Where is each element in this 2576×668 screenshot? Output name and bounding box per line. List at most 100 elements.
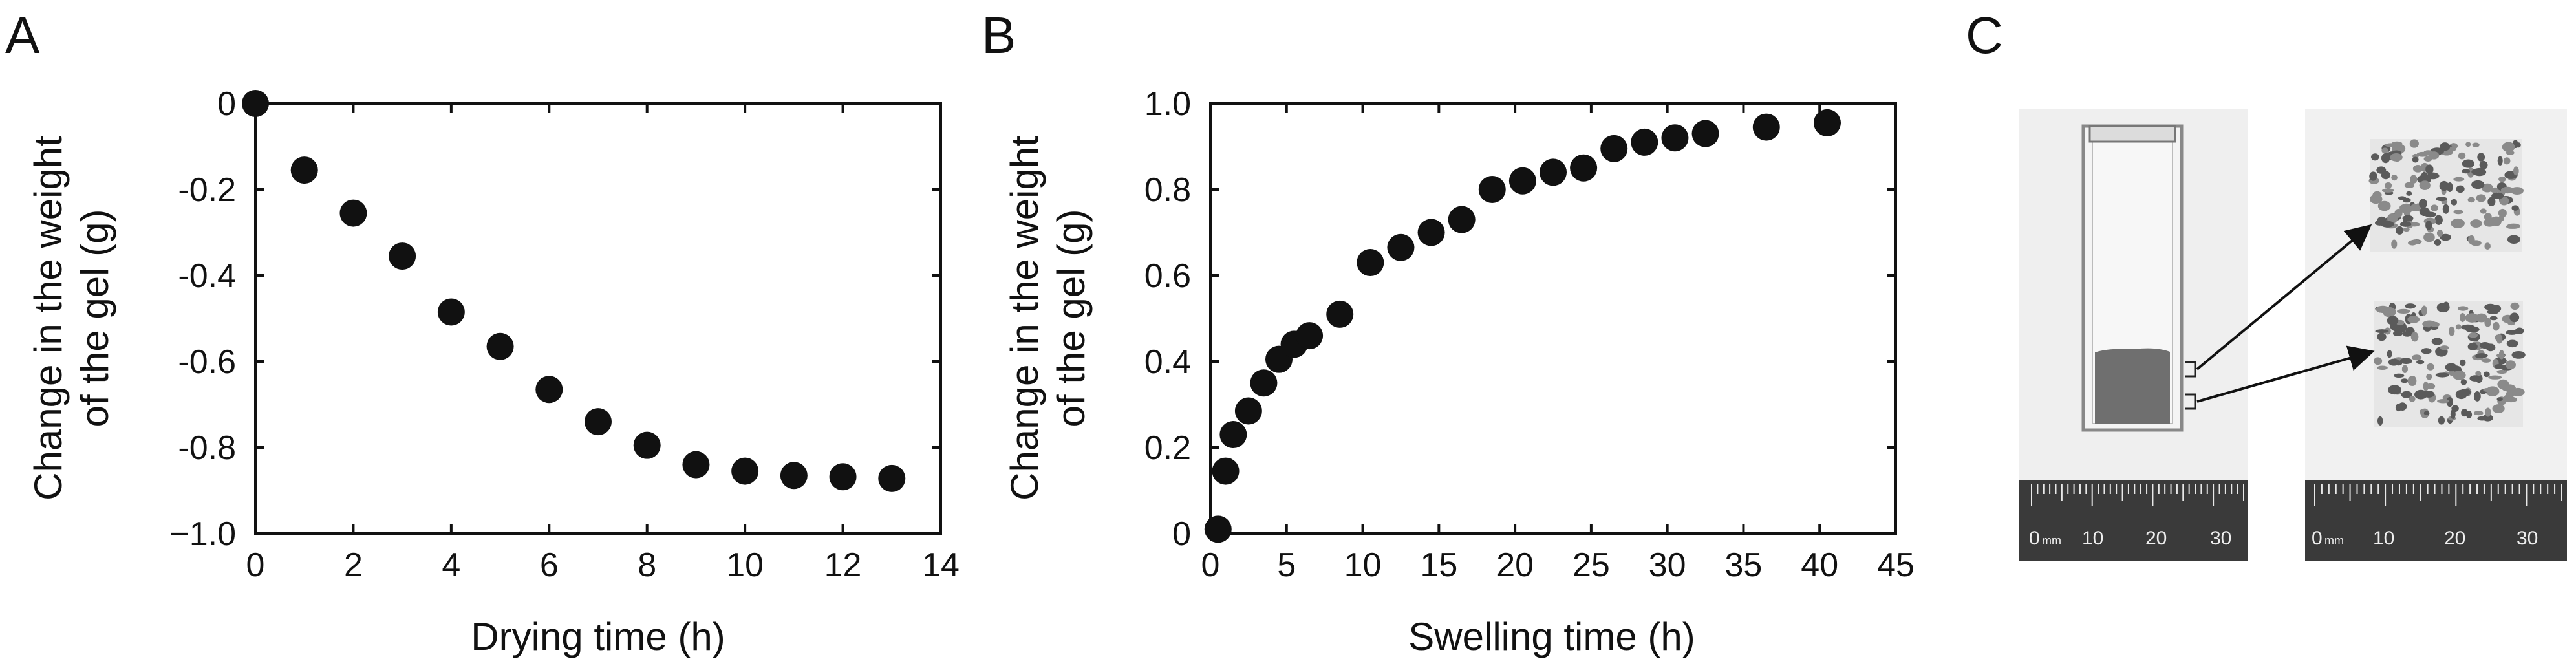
gel-particle [2499, 196, 2509, 206]
gel-particle [2431, 338, 2443, 345]
gel-closeup-photo: 0 mm 10 20 30 [2305, 109, 2567, 561]
gel-particle [2451, 199, 2458, 206]
gel-particle [2511, 387, 2525, 396]
chart-a-x-tick-label: 0 [246, 546, 265, 584]
gel-particle [2399, 358, 2412, 364]
gel-particle [2477, 153, 2485, 162]
gel-particle [2425, 164, 2434, 175]
gel-particle [2369, 171, 2377, 181]
gel-particle [2409, 396, 2416, 402]
gel-particle [2471, 180, 2485, 189]
gel-particle [2505, 360, 2516, 370]
chart-b-data-point [1661, 124, 1689, 152]
chart-b-data-point [1508, 167, 1536, 195]
gel-particle [2398, 402, 2407, 411]
gel-particle [2423, 411, 2430, 415]
gel-particle [2460, 388, 2471, 396]
chart-a-data-point [780, 462, 808, 490]
gel-particle [2494, 363, 2504, 369]
gel-particle [2388, 358, 2400, 366]
gel-particle [2385, 143, 2398, 147]
gel-particle [2469, 375, 2481, 382]
gel-particle [2471, 168, 2486, 176]
chart-b-x-tick-label: 20 [1496, 546, 1534, 584]
gel-particle [2511, 350, 2526, 359]
gel-particle [2442, 301, 2450, 311]
gel-particle [2381, 188, 2394, 193]
gel-particle [2377, 332, 2387, 341]
gel-particle [2453, 177, 2465, 182]
chart-b-x-tick-label: 15 [1420, 546, 1457, 584]
chart-b-y-axis-title-line2: of the gel (g) [1049, 210, 1093, 427]
left-ruler-label-30: 30 [2210, 528, 2231, 549]
gel-particle [2449, 326, 2455, 336]
chart-a: 0 2 4 6 8 10 12 14 0 -0.2 -0.4 -0.6 -0.8 −1.0 Drying … [27, 85, 960, 658]
gel-particle [2434, 239, 2442, 246]
gel-particle [2410, 175, 2418, 184]
left-ruler-label-20: 20 [2145, 528, 2167, 549]
gel-particle [2506, 223, 2520, 229]
gel-particle [2412, 354, 2422, 361]
chart-b-x-tick-label: 30 [1649, 546, 1686, 584]
gel-particle [2477, 416, 2487, 421]
gel-particle [2419, 180, 2431, 190]
panel-label-c: C [1966, 6, 2003, 64]
cuvette-photo: 0 mm 10 20 30 [2019, 109, 2248, 561]
gel-particle [2387, 213, 2398, 224]
gel-particle [2437, 399, 2450, 404]
gel-particle [2475, 313, 2488, 323]
gel-particle [2493, 305, 2502, 312]
gel-particle [2462, 159, 2474, 168]
gel-particle [2480, 208, 2487, 214]
gel-particle [2489, 316, 2498, 321]
gel-particle [2488, 375, 2502, 380]
chart-a-y-axis-title-line1: Change in the weight [27, 136, 70, 501]
gel-particle [2472, 142, 2480, 147]
gel-particle [2493, 321, 2500, 331]
gel-particle [2399, 204, 2406, 211]
right-ruler-label-30: 30 [2517, 528, 2538, 549]
gel-particle [2412, 164, 2423, 173]
gel-particle [2509, 312, 2520, 323]
gel-particle [2430, 321, 2440, 328]
chart-a-data-point [486, 332, 514, 360]
gel-particle [2475, 353, 2488, 358]
gel-particle [2461, 409, 2468, 417]
gel-particle [2431, 204, 2438, 211]
gel-particle [2397, 308, 2410, 314]
gel-particle [2396, 226, 2404, 235]
gel-particle [2457, 306, 2469, 311]
right-ruler-unit: mm [2324, 534, 2344, 547]
chart-b-data-point [1326, 300, 1354, 328]
arrow-bottom [2196, 345, 2375, 403]
gel-particle [2426, 383, 2436, 390]
gel-particle [2483, 388, 2491, 393]
chart-a-data-point [242, 90, 269, 117]
gel-particle [2372, 191, 2382, 199]
gel-particle [2515, 327, 2524, 334]
gel-particle [2421, 348, 2432, 354]
gel-particle [2419, 199, 2427, 209]
chart-a-data-point [829, 463, 857, 491]
gel-particle [2465, 326, 2480, 333]
gel-particle [2403, 227, 2410, 232]
gel-particle [2401, 391, 2412, 398]
chart-b-data-point [1204, 515, 1232, 543]
gel-particle [2404, 182, 2414, 188]
chart-a-data-point [290, 156, 318, 184]
chart-a-data-point [389, 242, 416, 270]
chart-a-data-point [437, 298, 465, 326]
gel-particle [2487, 197, 2496, 206]
gel-particle [2390, 153, 2403, 162]
gel-particle [2502, 142, 2515, 153]
left-ruler [2019, 480, 2248, 561]
chart-a-x-tick-label: 14 [922, 546, 960, 584]
gel-particle [2435, 372, 2449, 378]
gel-particle [2453, 370, 2466, 380]
gel-particle [2445, 363, 2458, 372]
gel-particle [2375, 220, 2385, 226]
gel-particle [2451, 218, 2465, 228]
gel-particle [2407, 205, 2414, 210]
gel-particle [2498, 208, 2507, 218]
gel-particle [2468, 332, 2478, 338]
